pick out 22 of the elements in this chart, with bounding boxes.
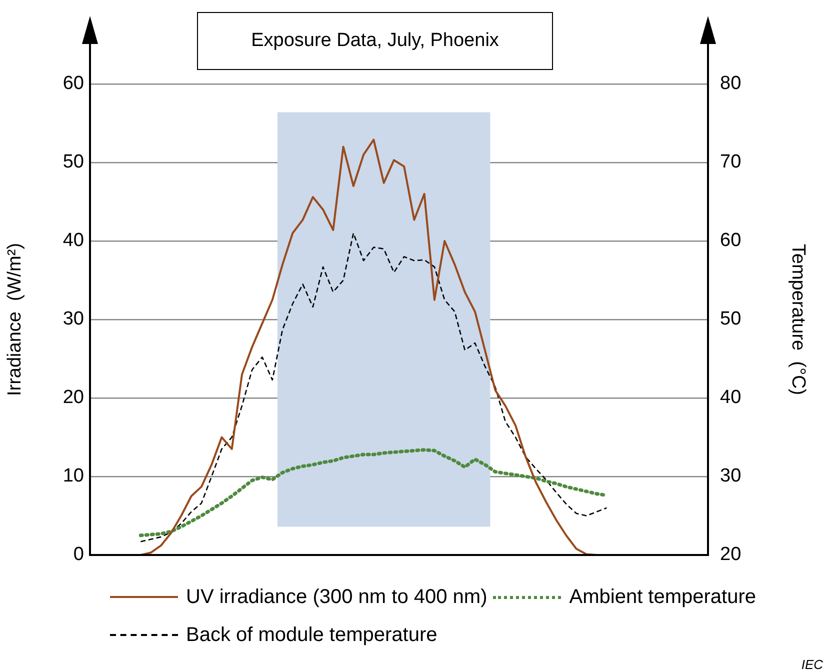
y2-tick-label: 30: [720, 466, 742, 487]
text: IEC: [801, 657, 823, 672]
y2-tick-label: 80: [720, 73, 742, 94]
y-tick-label: 30: [62, 308, 84, 330]
chart-title: Exposure Data, July, Phoenix: [197, 12, 553, 70]
y2-tick-label: 40: [720, 387, 742, 408]
y-tick-label: 10: [62, 466, 84, 487]
legend-label: Ambient temperature: [569, 586, 756, 608]
y2-tick-label: 50: [720, 308, 742, 330]
y2-axis-title: Temperature (°C): [787, 244, 808, 396]
y-tick-label: 20: [62, 387, 84, 408]
y2-tick-label: 60: [720, 230, 742, 252]
y-tick-label: 40: [62, 230, 84, 252]
y2-tick-label: 70: [720, 152, 742, 173]
y-tick-label: 60: [62, 73, 84, 94]
y-tick-label: 50: [62, 152, 84, 173]
line-series: [140, 232, 608, 542]
legend-label: UV irradiance (300 nm to 400 nm): [186, 586, 488, 608]
y-axis-title: Irradiance (W/m²): [4, 242, 26, 396]
legend-label: Back of module temperature: [186, 624, 438, 646]
y2-tick-label: 20: [720, 544, 742, 566]
y-tick-label: 0: [73, 544, 84, 566]
